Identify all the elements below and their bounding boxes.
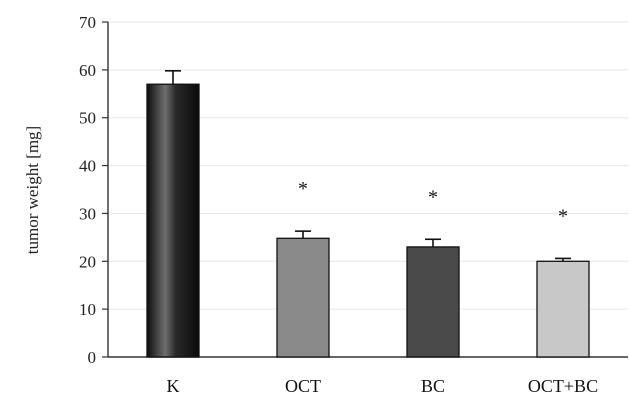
significance-marker: *	[298, 178, 308, 200]
significance-marker: *	[428, 186, 438, 208]
y-tick-label: 20	[79, 252, 96, 271]
x-tick-label: BC	[421, 376, 445, 396]
y-tick-label: 30	[79, 204, 96, 223]
bar-oct	[276, 237, 330, 358]
bar-bc	[406, 246, 460, 358]
y-tick-label: 70	[79, 13, 96, 32]
y-tick-label: 10	[79, 300, 96, 319]
bar-k	[146, 83, 200, 358]
x-tick-label: OCT	[285, 376, 321, 396]
y-axis-title: tumor weight [mg]	[23, 126, 42, 254]
significance-marker: *	[558, 205, 568, 227]
y-tick-label: 40	[79, 157, 96, 176]
x-tick-label: OCT+BC	[528, 376, 598, 396]
y-tick-label: 0	[88, 348, 97, 367]
bars	[146, 70, 590, 358]
y-tick-label: 50	[79, 109, 96, 128]
bar-oct-bc	[536, 260, 590, 358]
labels: 0 10 20 30 40 50 60 70 K * OCT * BC * OCT+BC	[79, 13, 598, 396]
y-tick-label: 60	[79, 61, 96, 80]
x-tick-label: K	[167, 376, 180, 396]
